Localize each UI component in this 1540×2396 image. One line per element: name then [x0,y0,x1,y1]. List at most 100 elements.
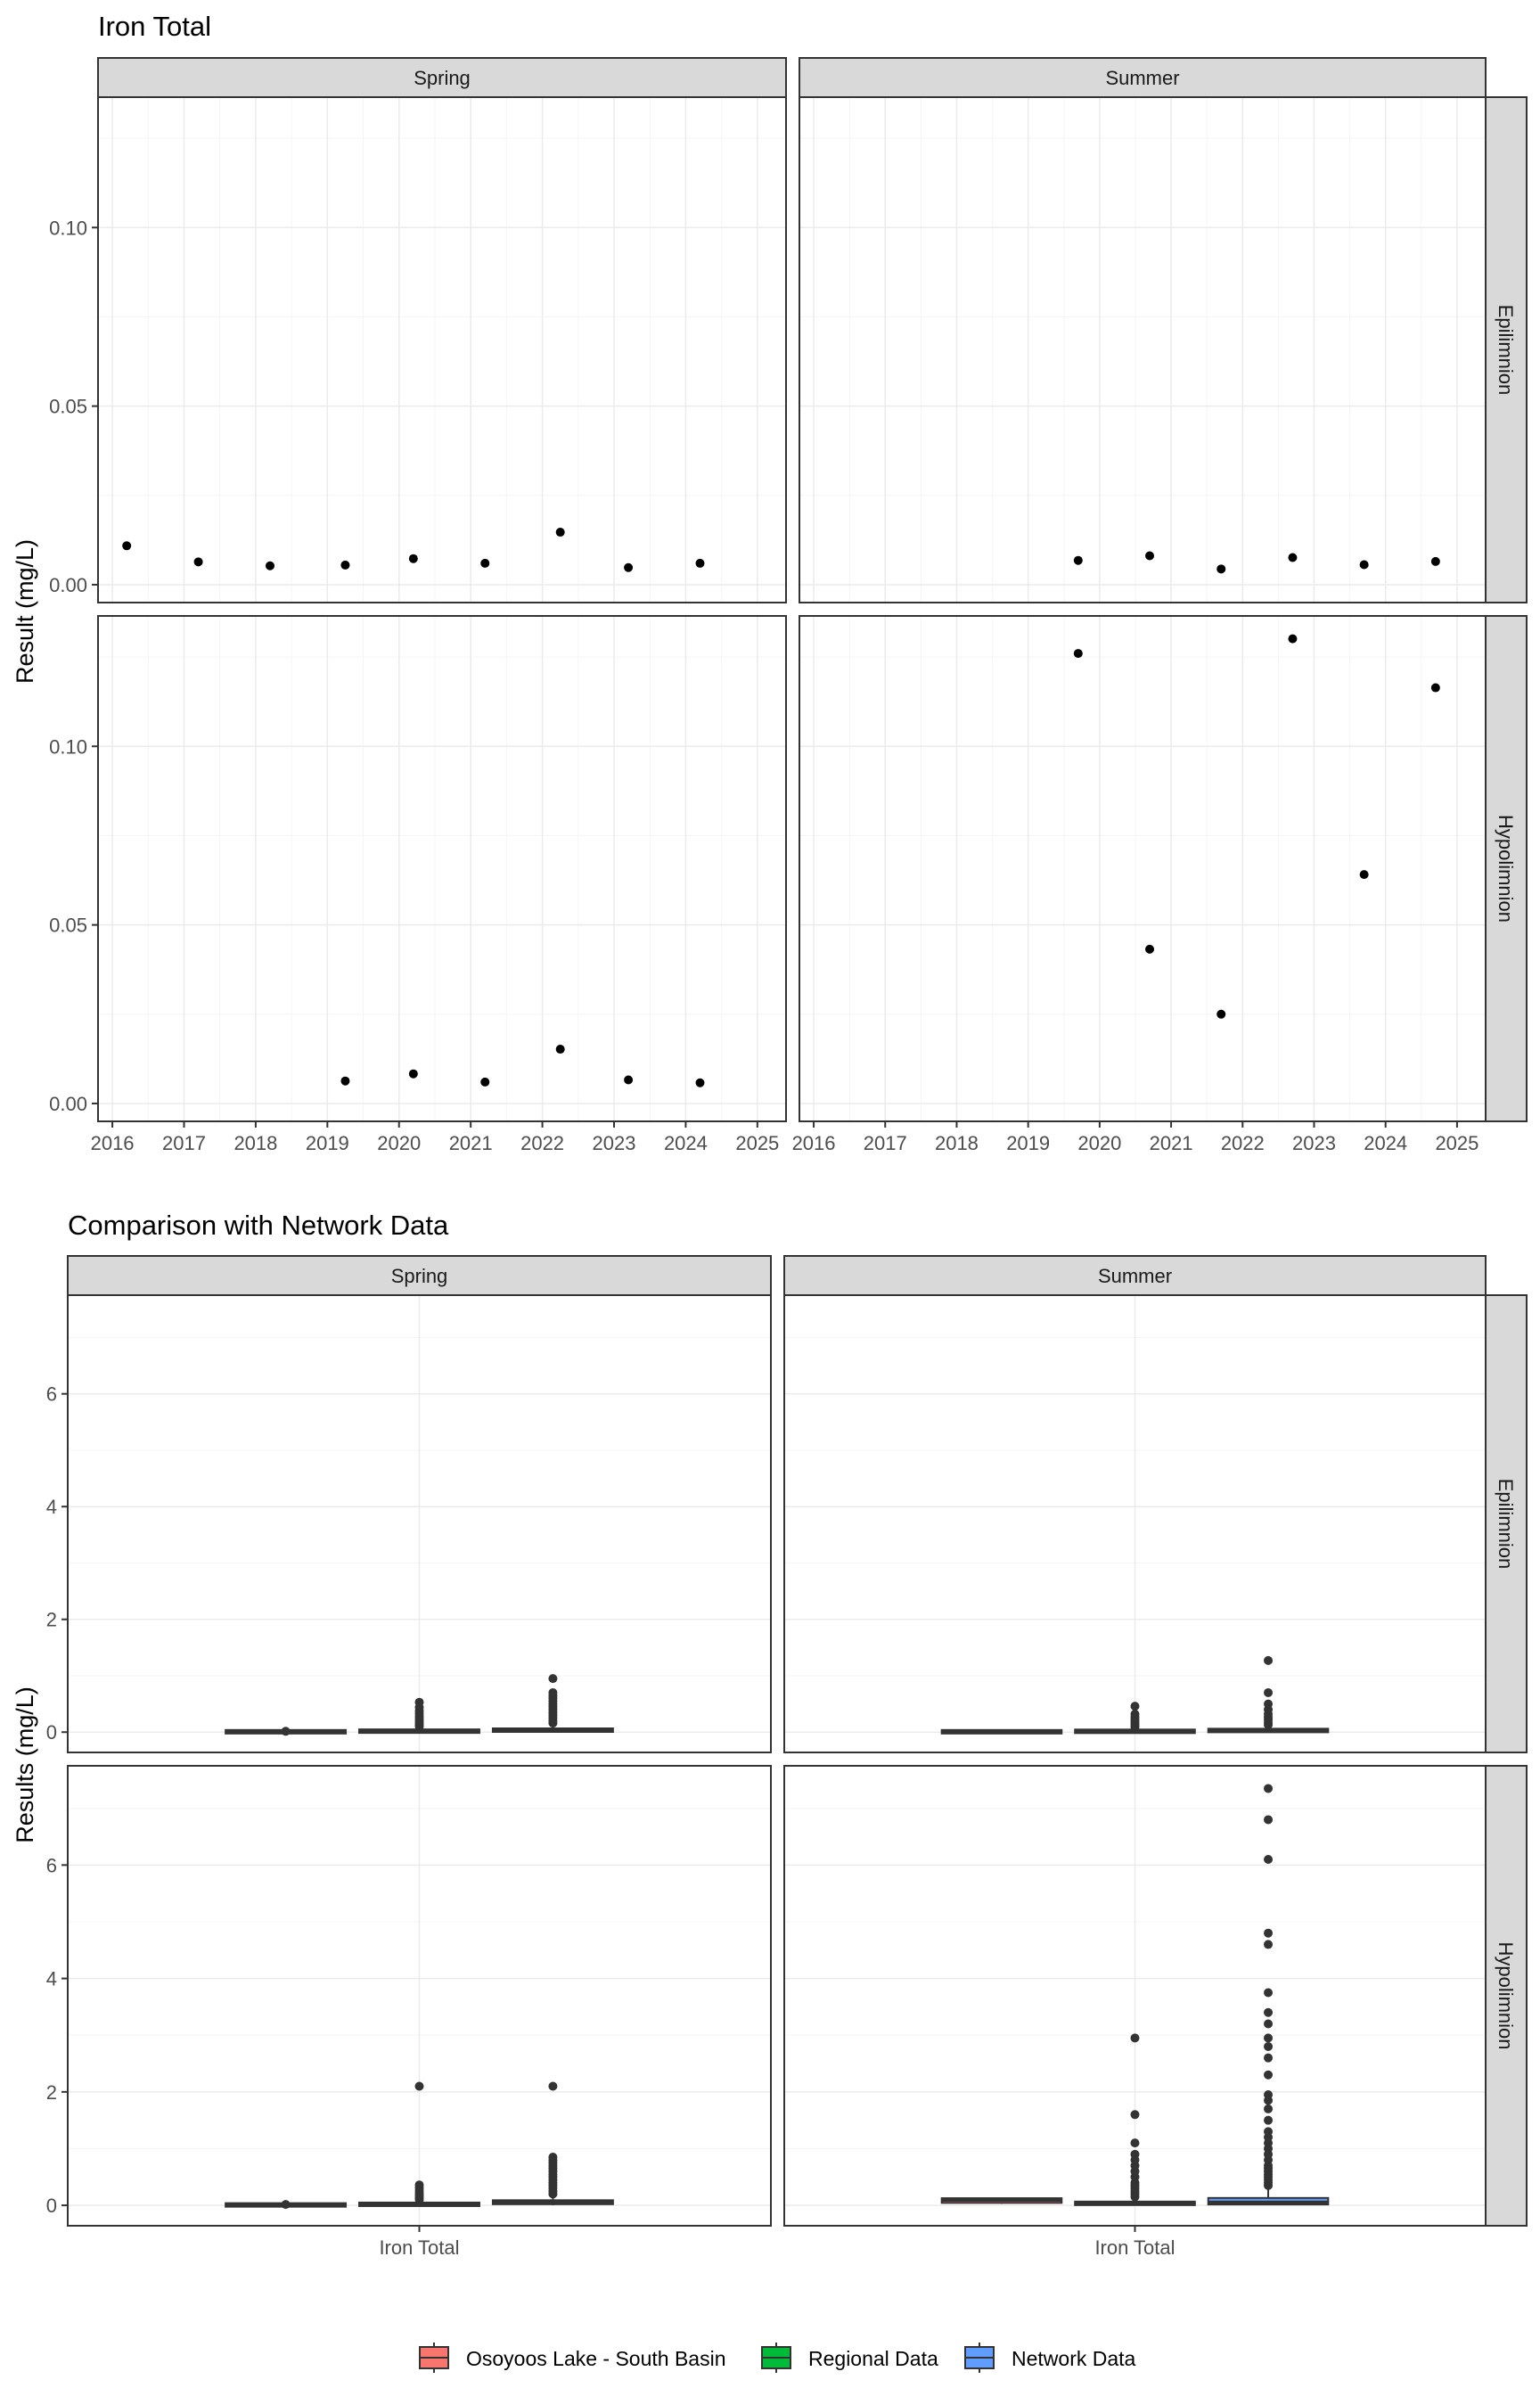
data-point [624,1075,634,1085]
panel-spring-epilimnion: 0.00 0.05 0.10 [49,96,787,603]
box-chart: 0 2 4 6 0 2 4 6 Iron Total Iron Total Spring Summer… [46,1255,1528,2259]
y-tick-label: 0.10 [49,217,87,239]
panel-summer-epilimnion [783,1294,1487,1753]
x-tick-label: 2016 [91,1132,135,1154]
data-point [1073,649,1083,659]
box-outlier [1130,2033,1140,2043]
x-tick-label: Iron Total [1094,2236,1175,2259]
facet-strip-label-hypolimnion: Hypolimnion [1495,1941,1517,2049]
box-outlier [1130,1702,1140,1711]
data-point [1430,683,1440,693]
x-tick-label: 2023 [593,1132,636,1154]
data-point [695,558,705,568]
panel-background [799,616,1486,1121]
box-network-data [491,2081,614,2206]
box-network-data [1207,1784,1330,2206]
box-outlier [1264,1687,1274,1697]
panel-border [97,615,787,1122]
data-point [1288,634,1298,644]
box-outlier [548,2081,558,2091]
y-tick-label: 2 [46,2081,57,2104]
legend-item-regional: Regional Data [761,2343,938,2373]
x-tick-label: 2022 [520,1132,564,1154]
box-outlier [1264,1699,1274,1709]
y-tick-label: 2 [46,1609,57,1631]
x-tick-label: 2019 [1006,1132,1050,1154]
facet-strip-label-epilimnion: Epilimnion [1495,1479,1517,1570]
panel-background [98,616,786,1121]
box-network-data [491,1674,614,1734]
data-point [408,554,418,563]
scatter-chart: 0.00 0.05 0.10 0.00 0.05 0.10 2016 2017 2018 2019… [49,57,1528,1154]
data-point [1216,1009,1226,1019]
box-outlier [1264,1784,1274,1793]
facet-strip-summer [799,57,1487,98]
data-point [1216,564,1226,574]
box-outlier [414,2180,424,2190]
box-outlier [1264,1815,1274,1825]
panel-summer-hypolimnion: Iron Total [783,1765,1487,2259]
facet-strip-epilimnion [1485,1294,1528,1753]
facet-strip-spring [97,57,787,98]
panel-spring-hypolimnion: 0 2 4 6 Iron Total [46,1765,772,2259]
y-axis-label-box: Results (mg/L) [12,1686,38,1843]
facet-strip-spring [67,1255,772,1296]
x-tick-label: 2025 [1435,1132,1479,1154]
box-outlier [281,1727,291,1736]
box-outlier [1264,2070,1274,2080]
x-tick-label: 2018 [935,1132,979,1154]
y-tick-label: 6 [46,1383,57,1406]
facet-strip-hypolimnion [1485,1765,1528,2227]
x-tick-label: 2017 [864,1132,907,1154]
x-tick-label: 2019 [306,1132,349,1154]
facet-strip-epilimnion [1485,96,1528,603]
data-point [480,1077,490,1087]
y-axis-label-scatter: Result (mg/L) [12,539,38,684]
box-outlier [1264,1988,1274,1998]
x-tick-label: Iron Total [379,2236,459,2259]
box-regional-data [358,2081,480,2207]
y-tick-label: 4 [46,1968,57,1990]
panel-spring-epilimnion: 0 2 4 6 [46,1294,772,1753]
facet-strip-hypolimnion [1485,615,1528,1122]
box-outlier [1264,1655,1274,1665]
data-point [1073,555,1083,565]
data-point [193,557,203,567]
box-network-data [1207,1655,1330,1734]
panel-background [799,97,1486,603]
legend-label-osoyoos: Osoyoos Lake - South Basin [466,2347,726,2370]
box-outlier [1130,2149,1140,2159]
data-point [1359,560,1369,570]
y-tick-label: 0.05 [49,396,87,418]
data-point [480,558,490,568]
x-tick-label: 2022 [1221,1132,1265,1154]
data-point [1145,551,1155,561]
data-point [695,1078,705,1087]
box-outlier [1130,2110,1140,2120]
facet-strip-label-hypolimnion: Hypolimnion [1495,815,1517,923]
panel-summer-epilimnion [799,96,1487,603]
box-outlier [1264,1854,1274,1864]
y-tick-label: 0 [46,2195,57,2217]
box-outlier [281,2200,291,2210]
panel-background [98,97,786,603]
data-point [624,562,634,572]
x-tick-label: 2025 [735,1132,779,1154]
box-outlier [1264,2053,1274,2063]
x-tick-label: 2020 [1077,1132,1121,1154]
y-tick-label: 6 [46,1854,57,1876]
data-point [266,561,274,570]
x-tick-label: 2021 [449,1132,493,1154]
panel-spring-hypolimnion: 0.00 0.05 0.10 2016 2017 2018 2019 2020 2021 2022… [49,615,787,1154]
box-outlier [548,1687,558,1697]
x-tick-label: 2021 [1150,1132,1193,1154]
box-outlier [1264,2033,1274,2043]
box-outlier [1264,2127,1274,2137]
y-tick-label: 0 [46,1721,57,1744]
data-point [340,560,350,570]
legend: Osoyoos Lake - South Basin Regional Data… [419,2343,1136,2373]
chart-title-scatter: Iron Total [98,11,211,42]
y-tick-label: 4 [46,1496,57,1518]
box-regional-data [1074,1702,1196,1735]
